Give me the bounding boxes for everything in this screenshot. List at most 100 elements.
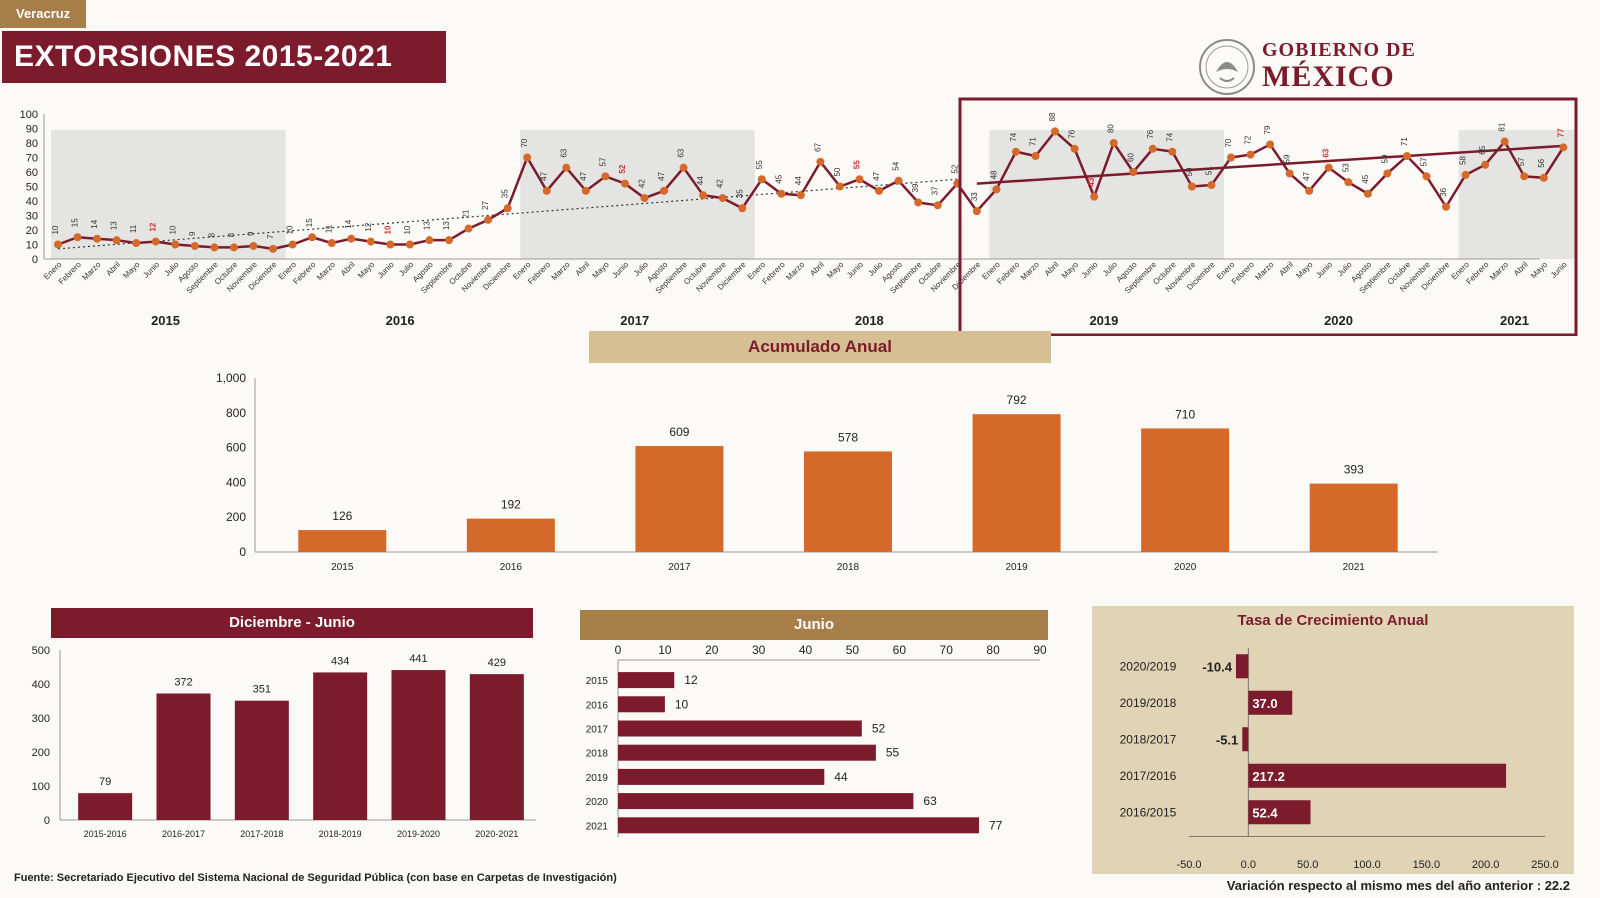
month-label: Mayo: [121, 260, 142, 281]
x-tick-label: 2020: [1174, 562, 1197, 573]
data-label: 57: [1517, 157, 1526, 166]
data-point: [679, 163, 688, 172]
gov-line1: GOBIERNO DE: [1262, 39, 1416, 61]
y-tick-label: 800: [226, 406, 246, 420]
data-point: [132, 239, 141, 248]
gobierno-logo: GOBIERNO DE MÉXICO: [1198, 38, 1448, 98]
bar: [313, 672, 368, 820]
month-label: Junio: [1549, 260, 1569, 280]
eagle-seal-icon: [1199, 39, 1255, 95]
data-label: 47: [872, 171, 881, 180]
x-tick-label: 2020-2021: [475, 829, 518, 839]
x-tick-label: 50: [846, 643, 860, 657]
bar: [391, 670, 446, 820]
bar: [635, 446, 724, 552]
data-label: 372: [174, 677, 192, 689]
data-point: [836, 182, 844, 191]
junio-bar-chart: 0 10 20 30 40 50 60 70 80 90 12 2015 10 2016 52 2017 55 2…: [586, 643, 1047, 838]
data-point: [933, 201, 942, 210]
data-label: 14: [90, 219, 99, 228]
data-point: [1461, 170, 1470, 179]
x-tick-label: 2019-2020: [397, 829, 440, 839]
data-point: [1266, 140, 1275, 149]
data-label: 43: [1087, 177, 1096, 186]
data-point: [308, 233, 317, 242]
data-point: [1402, 152, 1411, 161]
highlight-box: [958, 97, 1578, 336]
x-tick-label: 70: [940, 643, 954, 657]
data-label: 441: [409, 653, 427, 665]
data-label: 77: [989, 818, 1003, 832]
data-label: 76: [1146, 129, 1155, 138]
bar: [1248, 800, 1311, 825]
data-point: [1207, 181, 1216, 190]
data-label: 51: [1204, 166, 1213, 175]
month-label: Abril: [1277, 260, 1295, 278]
data-point: [1363, 189, 1372, 198]
data-label: 12: [684, 673, 698, 687]
year-label: 2017: [620, 313, 649, 328]
month-label: Mayo: [1294, 260, 1315, 281]
month-label: Mayo: [356, 260, 377, 281]
bar: [469, 674, 524, 820]
data-point: [249, 241, 258, 250]
data-label: 47: [579, 171, 588, 180]
month-label: Abril: [1512, 260, 1530, 278]
y-tick-label: 2017/2016: [1120, 769, 1177, 783]
data-point: [1246, 150, 1255, 159]
data-point: [1109, 139, 1118, 147]
data-point: [1559, 143, 1568, 152]
data-label: 56: [1537, 158, 1546, 167]
y-tick-label: 600: [226, 441, 246, 455]
acumulado-bar-chart: 0 200 400 600 800 1,000 126 2015 192 2016 609 2017 5…: [216, 371, 1438, 573]
data-point: [855, 175, 864, 184]
month-label: Abril: [808, 260, 826, 278]
data-label: 39: [911, 183, 920, 192]
data-point: [386, 240, 395, 249]
bar: [156, 693, 211, 820]
month-label: Mayo: [1529, 260, 1550, 281]
data-point: [1500, 137, 1509, 146]
data-point: [1481, 160, 1490, 169]
x-tick-label: 10: [658, 643, 672, 657]
data-point: [327, 239, 336, 248]
bar: [618, 720, 862, 737]
data-label: 351: [253, 684, 271, 696]
tasa-panel: [1092, 606, 1574, 874]
data-point: [1227, 153, 1235, 162]
y-tick-label: 50: [26, 182, 38, 194]
diciembre-junio-title: Diciembre - Junio: [51, 608, 533, 638]
y-tick-label: 300: [32, 713, 50, 725]
x-tick-label: 100.0: [1353, 859, 1381, 871]
source-note: Fuente: Secretariado Ejecutivo del Siste…: [14, 872, 617, 884]
data-label: 7: [266, 234, 275, 239]
x-tick-label: 2018-2019: [319, 829, 362, 839]
bar: [78, 793, 133, 820]
data-point: [1285, 169, 1294, 178]
y-tick-label: 2018/2017: [1120, 732, 1177, 746]
data-point: [54, 240, 62, 249]
data-point: [1442, 202, 1451, 211]
month-label: Abril: [104, 260, 122, 278]
data-point: [972, 207, 981, 216]
data-label: 63: [559, 148, 568, 157]
data-point: [1344, 178, 1353, 187]
data-point: [190, 241, 199, 250]
bar: [1248, 690, 1293, 715]
data-label: 50: [833, 167, 842, 176]
data-point: [366, 237, 375, 246]
data-point: [1383, 169, 1392, 178]
data-point: [484, 215, 493, 224]
data-label: -10.4: [1202, 659, 1232, 674]
data-label: 710: [1175, 407, 1195, 421]
junio-title: Junio: [580, 610, 1048, 640]
data-label: 10: [383, 225, 392, 234]
data-label: 80: [1107, 124, 1116, 133]
bar: [618, 672, 675, 689]
bar: [234, 700, 289, 820]
data-label: 67: [813, 142, 822, 151]
data-label: 57: [1420, 157, 1429, 166]
tasa-title: Tasa de Crecimiento Anual: [1237, 612, 1429, 629]
data-label: 11: [325, 224, 334, 233]
month-label: Marzo: [315, 260, 337, 282]
